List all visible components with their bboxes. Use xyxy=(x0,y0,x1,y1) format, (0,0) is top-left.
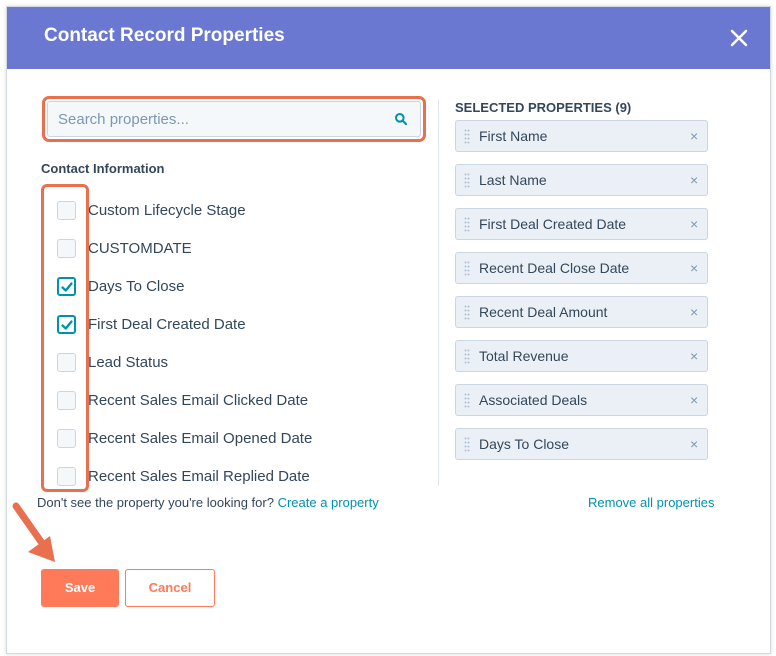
option-label: Lead Status xyxy=(88,354,169,371)
cancel-button[interactable]: Cancel xyxy=(125,569,215,607)
remove-icon[interactable]: × xyxy=(690,436,699,452)
checkbox-unchecked[interactable] xyxy=(57,429,76,448)
checkmark-icon xyxy=(61,282,73,292)
selected-item-last-name[interactable]: Last Name × xyxy=(455,164,708,196)
option-label: Days To Close xyxy=(88,278,185,295)
remove-icon[interactable]: × xyxy=(690,128,699,144)
annotation-arrow-icon xyxy=(12,502,55,562)
checkbox-unchecked[interactable] xyxy=(57,239,76,258)
remove-all-properties-link[interactable]: Remove all properties xyxy=(588,495,715,510)
remove-icon[interactable]: × xyxy=(690,392,699,408)
selected-item-label: Associated Deals xyxy=(479,392,588,408)
search-icon[interactable] xyxy=(394,112,408,126)
option-label: CUSTOMDATE xyxy=(88,240,192,257)
drag-handle-icon[interactable] xyxy=(464,305,470,320)
selected-item-label: Recent Deal Amount xyxy=(479,304,608,320)
drag-handle-icon[interactable] xyxy=(464,349,470,364)
drag-handle-icon[interactable] xyxy=(464,261,470,276)
group-label: Contact Information xyxy=(41,161,165,176)
search-box[interactable] xyxy=(47,101,421,137)
remove-icon[interactable]: × xyxy=(690,348,699,364)
selected-item-label: Last Name xyxy=(479,172,547,188)
selected-item-days-to-close[interactable]: Days To Close × xyxy=(455,428,708,460)
search-annotation-highlight xyxy=(42,96,426,142)
drag-handle-icon[interactable] xyxy=(464,217,470,232)
create-property-link[interactable]: Create a property xyxy=(277,495,379,510)
selected-item-label: Recent Deal Close Date xyxy=(479,260,630,276)
remove-icon[interactable]: × xyxy=(690,260,699,276)
checkmark-icon xyxy=(61,320,73,330)
selected-item-recent-deal-close-date[interactable]: Recent Deal Close Date × xyxy=(455,252,708,284)
checkbox-checked[interactable] xyxy=(57,315,76,334)
checkbox-unchecked[interactable] xyxy=(57,467,76,486)
remove-icon[interactable]: × xyxy=(690,216,699,232)
selected-item-label: Total Revenue xyxy=(479,348,569,364)
remove-icon[interactable]: × xyxy=(690,304,699,320)
option-label: Custom Lifecycle Stage xyxy=(88,202,246,219)
close-icon[interactable] xyxy=(725,24,753,52)
dialog-title: Contact Record Properties xyxy=(44,25,285,46)
drag-handle-icon[interactable] xyxy=(464,173,470,188)
checkbox-unchecked[interactable] xyxy=(57,353,76,372)
option-label: Recent Sales Email Clicked Date xyxy=(88,392,309,409)
remove-icon[interactable]: × xyxy=(690,172,699,188)
dialog-header: Contact Record Properties xyxy=(7,7,770,69)
drag-handle-icon[interactable] xyxy=(464,129,470,144)
checkbox-checked[interactable] xyxy=(57,277,76,296)
selected-item-total-revenue[interactable]: Total Revenue × xyxy=(455,340,708,372)
selected-item-label: First Name xyxy=(479,128,548,144)
selected-item-recent-deal-amount[interactable]: Recent Deal Amount × xyxy=(455,296,708,328)
help-text: Don't see the property you're looking fo… xyxy=(37,495,274,510)
selected-properties-header: SELECTED PROPERTIES (9) xyxy=(455,100,632,115)
save-button[interactable]: Save xyxy=(41,569,119,607)
option-label: Recent Sales Email Replied Date xyxy=(88,468,310,485)
selected-item-associated-deals[interactable]: Associated Deals × xyxy=(455,384,708,416)
selected-item-label: Days To Close xyxy=(479,436,570,452)
selected-item-first-deal-created-date[interactable]: First Deal Created Date × xyxy=(455,208,708,240)
selected-item-first-name[interactable]: First Name × xyxy=(455,120,708,152)
drag-handle-icon[interactable] xyxy=(464,393,470,408)
column-divider xyxy=(438,100,439,486)
help-text-row: Don't see the property you're looking fo… xyxy=(37,495,379,510)
checkbox-annotation-highlight xyxy=(41,184,89,492)
drag-handle-icon[interactable] xyxy=(464,437,470,452)
search-input[interactable] xyxy=(58,102,378,136)
option-label: Recent Sales Email Opened Date xyxy=(88,430,313,447)
option-label: First Deal Created Date xyxy=(88,316,246,333)
checkbox-unchecked[interactable] xyxy=(57,391,76,410)
checkbox-unchecked[interactable] xyxy=(57,201,76,220)
selected-item-label: First Deal Created Date xyxy=(479,216,627,232)
